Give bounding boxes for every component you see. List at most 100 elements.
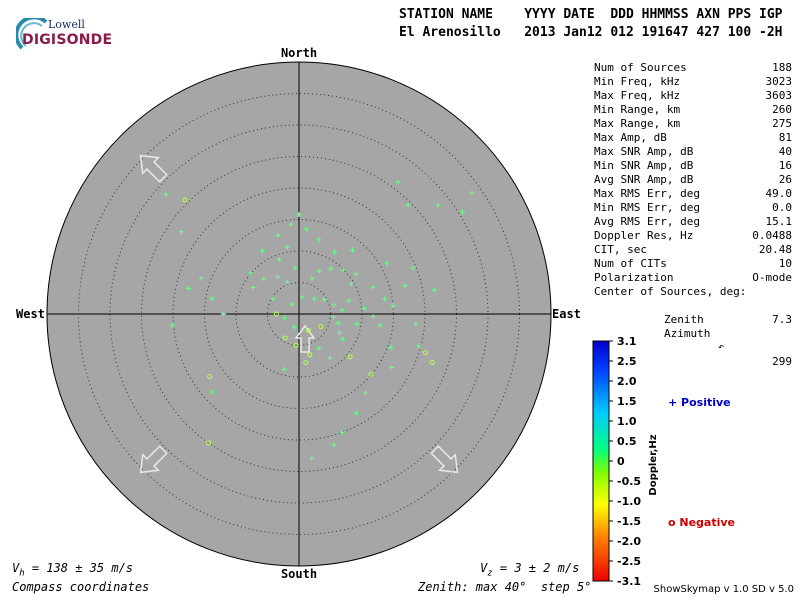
source-point-positive [209, 296, 215, 302]
stat-label: Avg SNR Amp, dB [594, 173, 694, 186]
source-point-positive [178, 229, 184, 235]
stat-label: Min Freq, kHz [594, 75, 681, 88]
source-point-positive [340, 336, 346, 342]
source-point-negative [303, 360, 309, 366]
center-title: Center of Sources, deg: [594, 285, 747, 298]
stat-label: Min Range, km [594, 103, 681, 116]
source-point-positive [276, 257, 282, 263]
software-version: ShowSkymap v 1.0 SD v 5.0 [653, 584, 794, 595]
velocity-arrow [430, 445, 459, 474]
colorbar-tick-label: 1.0 [617, 415, 637, 428]
zenith-scale: Zenith: max 40° step 5° [418, 580, 592, 594]
source-point-negative [429, 359, 435, 365]
colorbar-label: Doppler,Hz [648, 434, 659, 495]
header-station-values: El Arenosillo 2013 Jan12 012 191647 427 … [399, 25, 783, 40]
legend-positive: + Positive [668, 396, 731, 409]
colorbar-tick-label: 2.0 [617, 375, 637, 388]
source-point-positive [402, 283, 408, 289]
source-point-positive [250, 285, 256, 291]
velocity-arrow [139, 445, 168, 474]
stat-row: Polarization O-mode [594, 271, 792, 285]
stat-row: Max Freq, kHz 3603 [594, 89, 792, 103]
source-point-positive [331, 314, 337, 320]
source-point-positive [309, 455, 315, 461]
source-point-negative [182, 197, 188, 203]
source-point-positive [275, 274, 281, 280]
source-point-negative [423, 350, 429, 356]
source-point-positive [431, 287, 437, 293]
stat-value: 3603 [765, 89, 793, 102]
source-points [163, 179, 475, 461]
source-point-positive [362, 390, 368, 396]
colorbar-tick-label: -0.5 [617, 475, 641, 488]
source-point-negative [293, 342, 299, 348]
source-point-positive [288, 221, 294, 227]
source-point-positive [413, 321, 419, 327]
source-point-positive [410, 265, 416, 271]
stat-row: Max Range, km 275 [594, 117, 792, 131]
label-east: East [552, 307, 581, 321]
source-point-positive [163, 191, 169, 197]
source-point-negative [368, 371, 374, 377]
stat-label: Avg RMS Err, deg [594, 215, 700, 228]
source-point-positive [339, 429, 345, 435]
source-point-positive [469, 190, 475, 196]
center-zenith-row: Zenith 7.3 [664, 313, 792, 326]
source-point-positive [247, 270, 253, 276]
source-point-positive [335, 320, 341, 326]
colorbar-tick-label: 0 [617, 455, 625, 468]
source-point-positive [309, 275, 315, 281]
source-point-positive [388, 344, 394, 350]
center-azimuth-row: Azimuth ↶ 299 [664, 327, 792, 368]
source-point-positive [389, 365, 395, 371]
stat-row: Min RMS Err, deg 0.0 [594, 201, 792, 215]
source-point-positive [353, 271, 359, 277]
source-point-negative [347, 354, 353, 360]
statistics-panel: Num of Sources 188 Min Freq, kHz 3023 Max Fr… [594, 61, 793, 368]
source-point-positive [370, 284, 376, 290]
stat-label: Max RMS Err, deg [594, 187, 700, 200]
stat-label: Polarization [594, 271, 674, 284]
source-point-positive [337, 330, 343, 336]
source-point-positive [370, 314, 376, 320]
source-point-positive [311, 296, 317, 302]
source-point-positive [296, 211, 302, 217]
source-point-positive [390, 303, 396, 309]
stat-label: Min SNR Amp, dB [594, 159, 694, 172]
stat-label: Max Amp, dB [594, 131, 667, 144]
source-point-positive [340, 267, 346, 273]
source-point-positive [331, 442, 337, 448]
source-point-positive [281, 315, 287, 321]
source-point-positive [198, 275, 204, 281]
source-point-positive [284, 244, 290, 250]
source-point-positive [348, 281, 354, 287]
source-point-positive [259, 248, 265, 254]
source-point-positive [281, 366, 287, 372]
velocity-arrow [139, 154, 168, 183]
stat-value: 49.0 [765, 187, 793, 200]
source-point-positive [316, 237, 322, 243]
source-point-positive [416, 343, 422, 349]
logo-text-lowell: Lowell [48, 18, 85, 31]
source-point-positive [459, 209, 465, 215]
source-point-positive [382, 296, 388, 302]
stat-value: 3023 [765, 75, 793, 88]
source-point-positive [332, 249, 338, 255]
source-point-negative [305, 327, 311, 333]
source-point-positive [275, 232, 281, 238]
label-south: South [281, 567, 317, 581]
source-point-positive [353, 410, 359, 416]
vertical-velocity: Vz = 3 ± 2 m/s [480, 561, 580, 579]
colorbar-tick-label: 2.5 [617, 355, 637, 368]
source-point-positive [284, 279, 290, 285]
source-point-positive [435, 202, 441, 208]
colorbar-tick-label: -2.0 [617, 535, 641, 548]
source-point-positive [405, 202, 411, 208]
colorbar-tick-label: 1.5 [617, 395, 637, 408]
source-point-positive [220, 311, 226, 317]
stat-row: Num of Sources 188 [594, 61, 792, 75]
source-point-positive [354, 321, 360, 327]
label-north: North [281, 46, 317, 60]
source-point-negative [318, 324, 324, 330]
